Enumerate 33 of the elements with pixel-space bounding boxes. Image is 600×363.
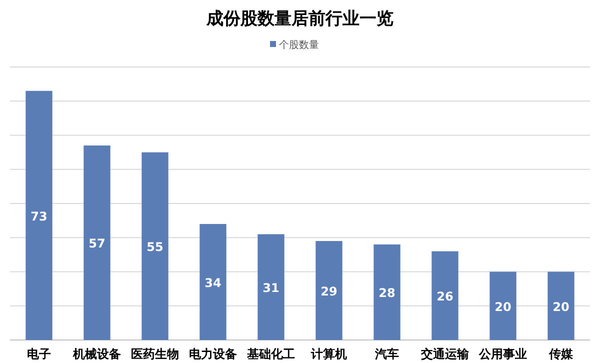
data-label: 55 xyxy=(146,240,164,254)
bar xyxy=(258,234,284,340)
x-tick-label: 基础化工 xyxy=(246,347,295,361)
data-label: 20 xyxy=(494,300,512,314)
bar xyxy=(490,272,516,340)
bar xyxy=(432,251,458,340)
bar xyxy=(84,145,110,340)
x-tick-label: 汽车 xyxy=(374,347,399,361)
x-tick-label: 医药生物 xyxy=(131,347,179,361)
data-label: 57 xyxy=(88,236,106,251)
chart-title: 成份股数量居前行业一览 xyxy=(206,9,394,29)
data-label: 20 xyxy=(552,300,570,314)
x-tick-label: 交通运输 xyxy=(420,347,470,361)
x-tick-label: 计算机 xyxy=(310,347,347,361)
bar xyxy=(548,272,574,340)
data-label: 29 xyxy=(320,284,338,299)
data-label: 73 xyxy=(30,209,48,224)
data-label: 31 xyxy=(262,281,280,296)
bar xyxy=(142,152,168,340)
bar xyxy=(200,224,226,340)
data-label: 28 xyxy=(378,286,396,300)
legend-label: 个股数量 xyxy=(279,39,319,51)
data-label: 26 xyxy=(436,290,454,304)
x-tick-label: 电力设备 xyxy=(189,347,237,361)
bar xyxy=(316,241,342,340)
bar xyxy=(26,90,52,340)
x-tick-label: 电子 xyxy=(27,347,51,361)
bar xyxy=(374,244,400,340)
data-label: 34 xyxy=(204,276,222,290)
x-tick-label: 机械设备 xyxy=(72,347,121,361)
x-tick-label: 传媒 xyxy=(548,347,574,361)
x-tick-label: 公用事业 xyxy=(478,347,527,361)
legend: 个股数量 xyxy=(270,40,319,51)
